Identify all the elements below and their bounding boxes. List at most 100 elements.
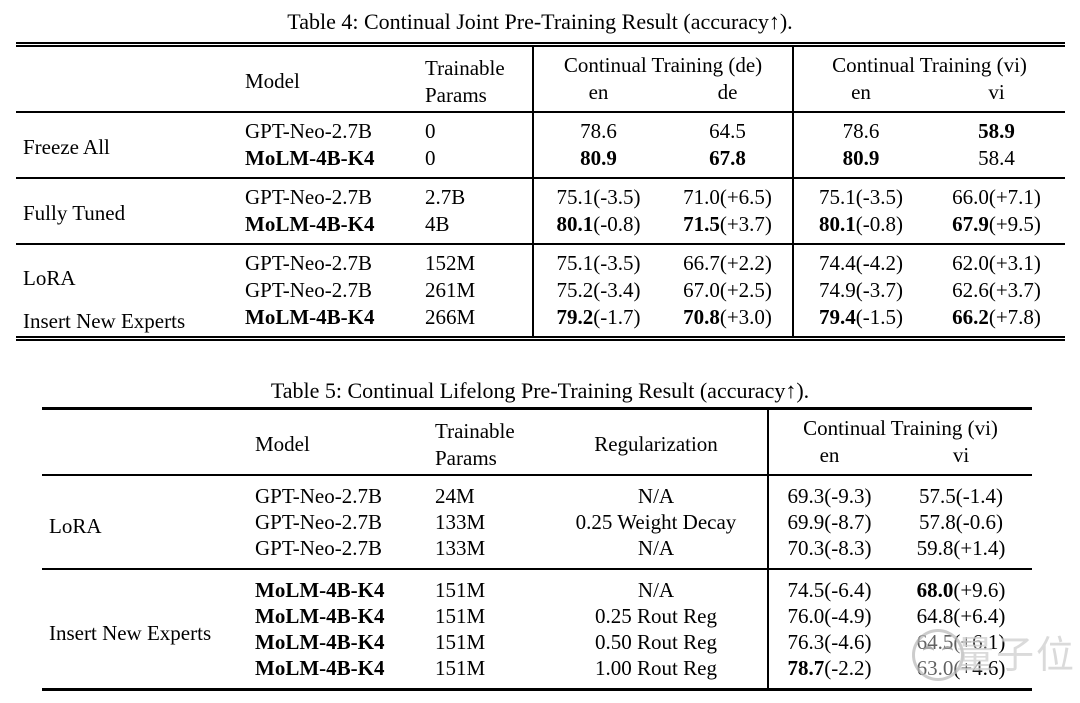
cell-value: 59.8 (916, 536, 954, 560)
cell-delta: (-3.4) (593, 278, 641, 302)
cell-value: 66.0 (952, 185, 989, 209)
cell-delta: (-0.8) (593, 212, 641, 236)
cell-delta: (-6.4) (824, 578, 872, 602)
header-group-continual-vi: Continual Training (vi) (766, 410, 1033, 442)
watermark: 量子位 (912, 629, 1076, 681)
table-row: MoLM-4B-K4 266M 79.2(-1.7) 70.8(+3.0) 79… (16, 304, 1065, 336)
header-model: Model (255, 432, 310, 456)
cell-delta: (+6.4) (953, 604, 1006, 628)
params-cell: 152M (425, 251, 476, 275)
model-cell: GPT-Neo-2.7B (255, 484, 382, 508)
value-cell: 75.1(-3.5) (792, 178, 928, 211)
model-cell: MoLM-4B-K4 (255, 630, 385, 654)
cell-value: 80.1 (556, 212, 594, 236)
cell-value: 69.9 (787, 510, 825, 534)
cell-delta: (+7.1) (988, 185, 1041, 209)
params-cell: 4B (425, 212, 450, 236)
header-trainable-params: Trainable Params (425, 47, 533, 112)
value-cell: 66.2(+7.8) (928, 304, 1065, 336)
cell-value: 68.0 (916, 578, 954, 602)
table4-grid: Model Trainable Params Continual Trainin… (16, 47, 1066, 336)
cell-value: 66.7 (683, 251, 720, 275)
model-cell: MoLM-4B-K4 (245, 146, 375, 170)
table-row: MoLM-4B-K4 0 80.9 67.8 80.9 58.4 (16, 145, 1065, 178)
group-lora: LoRA GPT-Neo-2.7B 24M N/A 69.3(-9.3) 57.… (42, 475, 1033, 569)
cell-value: 57.8 (919, 510, 956, 534)
table-row: Freeze All GPT-Neo-2.7B 0 78.6 64.5 78.6… (16, 112, 1065, 159)
cell-delta: (-0.6) (955, 510, 1003, 534)
cell-delta: (-4.2) (855, 251, 903, 275)
regularization-cell: N/A (637, 484, 675, 508)
regularization-cell: 0.50 Rout Reg (595, 630, 717, 654)
table4: Model Trainable Params Continual Trainin… (16, 42, 1066, 341)
cell-value: 79.2 (556, 305, 594, 329)
group-lora-insert-experts: LoRA Insert New Experts GPT-Neo-2.7B 152… (16, 244, 1066, 336)
header-group-continual-vi: Continual Training (vi) (791, 47, 1066, 79)
cell-value: 64.5 (709, 119, 746, 143)
cell-value: 70.3 (787, 536, 825, 560)
header-trainable-line: Trainable (435, 418, 515, 443)
cell-delta: (-3.5) (593, 251, 641, 275)
header-subcol-vi-vi: vi (952, 443, 970, 467)
params-cell: 261M (425, 278, 476, 302)
row-group-label: LoRA (49, 513, 102, 538)
model-cell: GPT-Neo-2.7B (255, 536, 382, 560)
model-cell: MoLM-4B-K4 (245, 305, 375, 329)
table-row: MoLM-4B-K4 4B 80.1(-0.8) 71.5(+3.7) 80.1… (16, 211, 1065, 244)
regularization-cell: 1.00 Rout Reg (595, 656, 717, 680)
regularization-cell: 0.25 Weight Decay (575, 510, 737, 534)
model-cell: MoLM-4B-K4 (245, 212, 375, 236)
cell-delta: (-4.6) (824, 630, 872, 654)
cell-delta: (-3.5) (855, 185, 903, 209)
cell-value: 74.9 (819, 278, 856, 302)
value-cell: 74.9(-3.7) (792, 277, 928, 304)
value-cell: 57.8(-0.6) (890, 509, 1032, 535)
value-cell: 67.0(+2.5) (663, 277, 793, 304)
cell-value: 75.1 (556, 185, 594, 209)
logo-eye-icon (942, 646, 953, 656)
group-fully-tuned: Fully Tuned GPT-Neo-2.7B 2.7B 75.1(-3.5)… (16, 178, 1066, 244)
regularization-cell: N/A (637, 578, 675, 602)
value-cell: 78.6 (792, 112, 928, 145)
cell-value: 66.2 (952, 305, 989, 329)
table-row: GPT-Neo-2.7B 261M 75.2(-3.4) 67.0(+2.5) … (16, 277, 1065, 304)
cell-delta: (-1.4) (955, 484, 1003, 508)
row-group-label-lora: LoRA (23, 266, 76, 291)
cell-delta: (+2.2) (719, 251, 772, 275)
params-cell: 266M (425, 305, 476, 329)
cell-delta: (+9.5) (988, 212, 1041, 236)
cell-value: 80.9 (842, 146, 880, 170)
cell-delta: (-8.3) (824, 536, 872, 560)
model-cell: GPT-Neo-2.7B (245, 119, 372, 143)
logo-eye-icon (923, 646, 934, 656)
cell-delta: (-3.7) (855, 278, 903, 302)
params-cell: 151M (435, 578, 486, 602)
value-cell: 68.0(+9.6) (890, 569, 1032, 603)
table-row: LoRA Insert New Experts GPT-Neo-2.7B 152… (16, 244, 1065, 333)
cell-delta: (-8.7) (824, 510, 872, 534)
cell-delta: (-1.5) (855, 305, 903, 329)
value-cell: 69.3(-9.3) (767, 475, 890, 509)
cell-value: 76.0 (787, 604, 825, 628)
cell-delta: (+6.5) (719, 185, 772, 209)
cell-value: 80.1 (819, 212, 856, 236)
value-cell: 74.4(-4.2) (792, 244, 928, 277)
value-cell: 70.8(+3.0) (663, 304, 793, 336)
cell-value: 62.6 (952, 278, 989, 302)
header-subcol-vi-vi: vi (988, 80, 1005, 104)
row-group-label: Fully Tuned (23, 201, 126, 225)
model-cell: GPT-Neo-2.7B (245, 185, 372, 209)
cell-value: 71.5 (683, 212, 720, 236)
header-model: Model (245, 69, 300, 93)
value-cell: 78.6 (532, 112, 663, 145)
value-cell: 76.0(-4.9) (767, 603, 890, 629)
cell-value: 75.1 (556, 251, 594, 275)
cell-value: 70.8 (683, 305, 720, 329)
table5-header: Model Trainable Params Regularization Co… (42, 410, 1033, 475)
cell-value: 64.8 (916, 604, 954, 628)
table-row: LoRA GPT-Neo-2.7B 24M N/A 69.3(-9.3) 57.… (42, 475, 1032, 538)
cell-delta: (-1.7) (593, 305, 641, 329)
value-cell: 58.4 (928, 145, 1065, 178)
cell-value: 79.4 (819, 305, 856, 329)
cell-delta: (+3.1) (988, 251, 1041, 275)
